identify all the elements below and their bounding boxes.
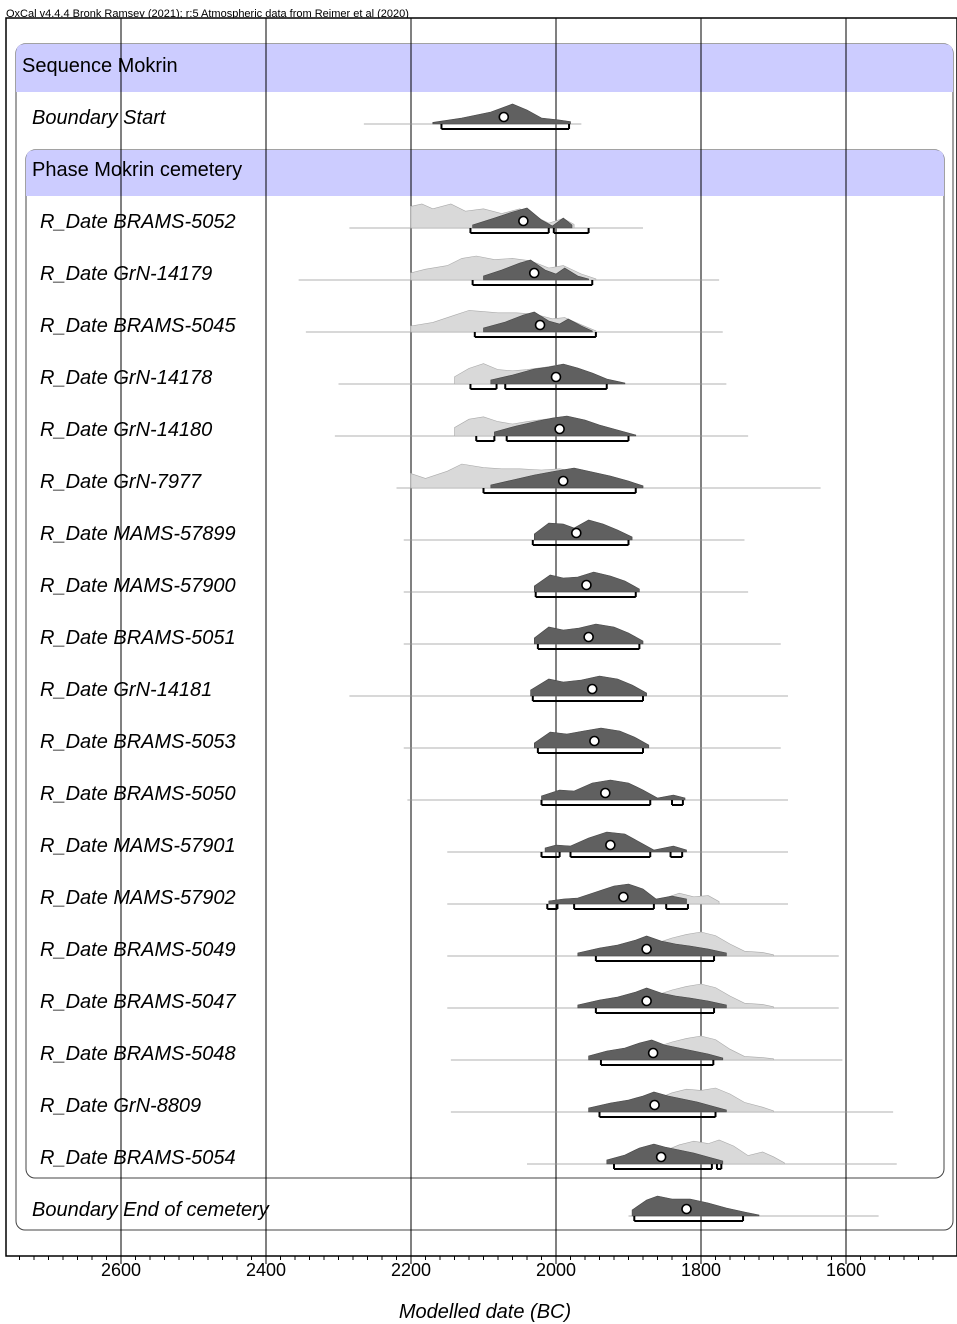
x-axis-label: Modelled date (BC): [399, 1301, 571, 1323]
row-label: R_Date GrN-14178: [40, 367, 212, 389]
posterior-distribution: [494, 415, 637, 437]
row-label: R_Date GrN-7977: [40, 471, 202, 493]
posterior-distribution: [577, 987, 727, 1009]
row-label: R_Date MAMS-57902: [40, 887, 236, 909]
tick-label-2200: 2200: [391, 1260, 431, 1280]
median-marker: [554, 423, 565, 435]
tick-label-1800: 1800: [681, 1260, 721, 1280]
median-marker: [641, 995, 652, 1007]
phase-title: Phase Mokrin cemetery: [32, 159, 242, 181]
median-marker: [605, 839, 616, 851]
row-label: R_Date MAMS-57901: [40, 835, 236, 857]
median-marker: [528, 267, 540, 279]
tick-label-2000: 2000: [536, 1260, 576, 1280]
row-label: R_Date MAMS-57899: [40, 523, 236, 545]
row-16: [447, 983, 839, 1014]
posterior-distribution: [577, 935, 727, 957]
row-label: R_Date BRAMS-5045: [40, 315, 237, 337]
row-1: [349, 203, 643, 234]
tick-label-2400: 2400: [246, 1260, 286, 1280]
median-marker: [589, 735, 600, 747]
row-label: R_Date GrN-14181: [40, 679, 212, 701]
tick-label-1600: 1600: [826, 1260, 866, 1280]
row-label: Boundary End of cemetery: [32, 1199, 270, 1221]
median-marker: [498, 111, 510, 123]
median-marker: [583, 631, 594, 643]
median-marker: [681, 1203, 692, 1215]
header-note: OxCal v4.4.4 Bronk Ramsey (2021); r:5 At…: [6, 8, 409, 20]
median-marker: [534, 319, 546, 331]
median-marker: [649, 1099, 660, 1111]
row-20: [628, 1195, 879, 1222]
row-label: R_Date BRAMS-5049: [40, 939, 236, 961]
row-0: [363, 103, 582, 130]
median-marker: [647, 1047, 659, 1059]
sequence-title: Sequence Mokrin: [22, 55, 178, 77]
row-label: R_Date GrN-14179: [40, 263, 212, 285]
row-6: [396, 463, 821, 494]
median-marker: [550, 371, 562, 383]
phase-header: [26, 150, 944, 196]
median-marker: [581, 579, 592, 591]
row-label: Boundary Start: [32, 107, 167, 129]
row-7: [403, 519, 745, 546]
posterior-distribution: [534, 519, 633, 541]
row-14: [447, 883, 788, 910]
row-3: [305, 310, 723, 338]
row-4: [338, 363, 727, 390]
row-label: R_Date BRAMS-5052: [40, 211, 236, 233]
row-11: [403, 727, 781, 754]
median-marker: [557, 475, 569, 487]
row-10: [349, 675, 788, 702]
row-8: [403, 571, 749, 598]
median-marker: [586, 683, 598, 695]
sequence-header: [16, 44, 953, 92]
tick-label-2600: 2600: [101, 1260, 141, 1280]
row-label: R_Date BRAMS-5053: [40, 731, 236, 753]
row-5: [334, 415, 749, 442]
median-marker: [518, 215, 529, 227]
median-marker: [641, 943, 652, 955]
row-label: R_Date MAMS-57900: [40, 575, 236, 597]
row-label: R_Date BRAMS-5048: [40, 1043, 236, 1065]
row-label: R_Date GrN-14180: [40, 419, 212, 441]
row-19: [527, 1139, 897, 1170]
posterior-distribution: [631, 1195, 760, 1217]
row-label: R_Date GrN-8809: [40, 1095, 201, 1117]
median-marker: [570, 527, 582, 539]
phase-panel: [25, 149, 945, 1179]
row-2: [298, 255, 720, 286]
median-marker: [599, 787, 611, 799]
posterior-distribution: [541, 779, 686, 801]
median-marker: [618, 891, 629, 903]
row-17: [450, 1035, 843, 1066]
row-label: R_Date BRAMS-5051: [40, 627, 236, 649]
row-15: [447, 931, 839, 962]
row-12: [407, 779, 788, 806]
median-marker: [655, 1151, 667, 1163]
posterior-distribution: [548, 883, 687, 905]
row-label: R_Date BRAMS-5054: [40, 1147, 236, 1169]
row-label: R_Date BRAMS-5050: [40, 783, 236, 805]
row-18: [450, 1087, 894, 1118]
row-9: [403, 623, 781, 650]
row-label: R_Date BRAMS-5047: [40, 991, 237, 1013]
row-13: [447, 831, 788, 858]
posterior-distribution: [544, 831, 687, 853]
